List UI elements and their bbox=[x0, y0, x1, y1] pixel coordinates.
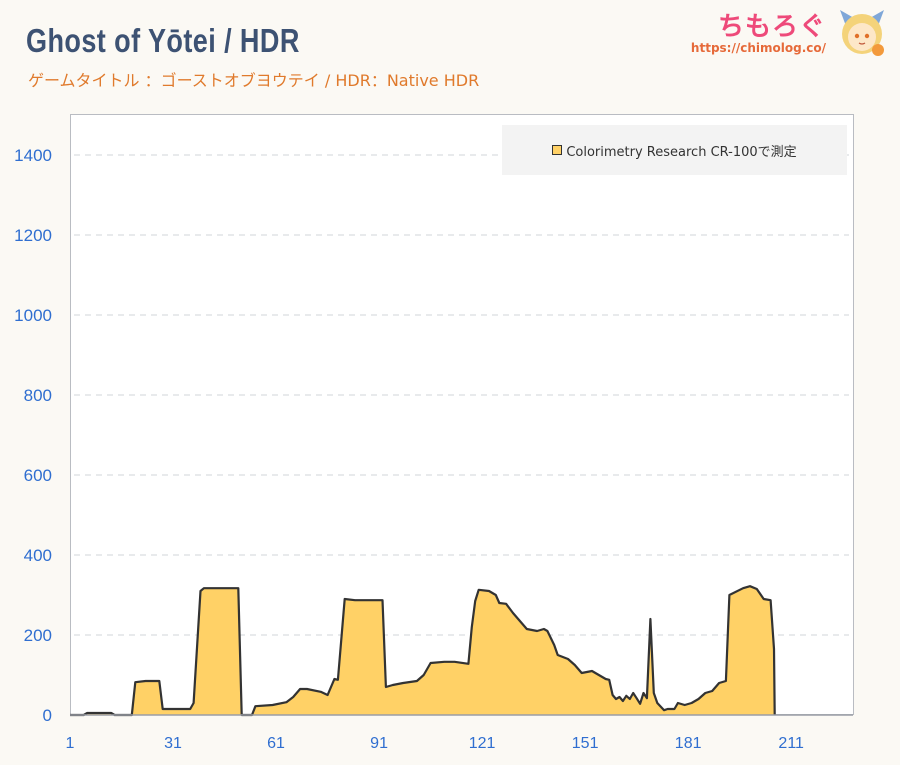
logo-url: https://chimolog.co/ bbox=[690, 41, 826, 55]
logo-text: ちもろぐ bbox=[717, 12, 826, 42]
chart-subtitle: ゲームタイトル ：ゴーストオブヨウテイ / HDR：Native HDR bbox=[28, 71, 480, 90]
legend-label: Colorimetry Research CR-100で測定 bbox=[566, 144, 797, 160]
x-tick-label: 121 bbox=[469, 735, 496, 752]
series-area bbox=[70, 586, 775, 715]
x-tick-label: 181 bbox=[675, 735, 702, 752]
y-tick-label: 1400 bbox=[14, 146, 52, 165]
x-tick-label: 211 bbox=[778, 735, 804, 752]
x-tick-label: 1 bbox=[66, 735, 75, 752]
y-tick-label: 800 bbox=[24, 386, 52, 405]
y-tick-label: 1000 bbox=[14, 306, 52, 325]
legend-swatch bbox=[552, 145, 563, 155]
y-tick-label: 600 bbox=[24, 466, 52, 485]
mascot-icon bbox=[840, 10, 884, 56]
legend: Colorimetry Research CR-100で測定 bbox=[502, 125, 847, 175]
y-tick-label: 1200 bbox=[14, 226, 52, 245]
site-logo[interactable]: ちもろぐ https://chimolog.co/ bbox=[691, 6, 826, 55]
x-tick-label: 151 bbox=[572, 735, 599, 752]
x-tick-label: 61 bbox=[267, 735, 285, 752]
y-tick-label: 200 bbox=[24, 626, 52, 645]
y-tick-label: 400 bbox=[24, 546, 52, 565]
x-tick-label: 31 bbox=[164, 735, 182, 752]
chart-title: Ghost of Yōtei / HDR bbox=[26, 22, 300, 59]
x-tick-label: 91 bbox=[370, 735, 388, 752]
y-tick-label: 0 bbox=[43, 706, 52, 725]
